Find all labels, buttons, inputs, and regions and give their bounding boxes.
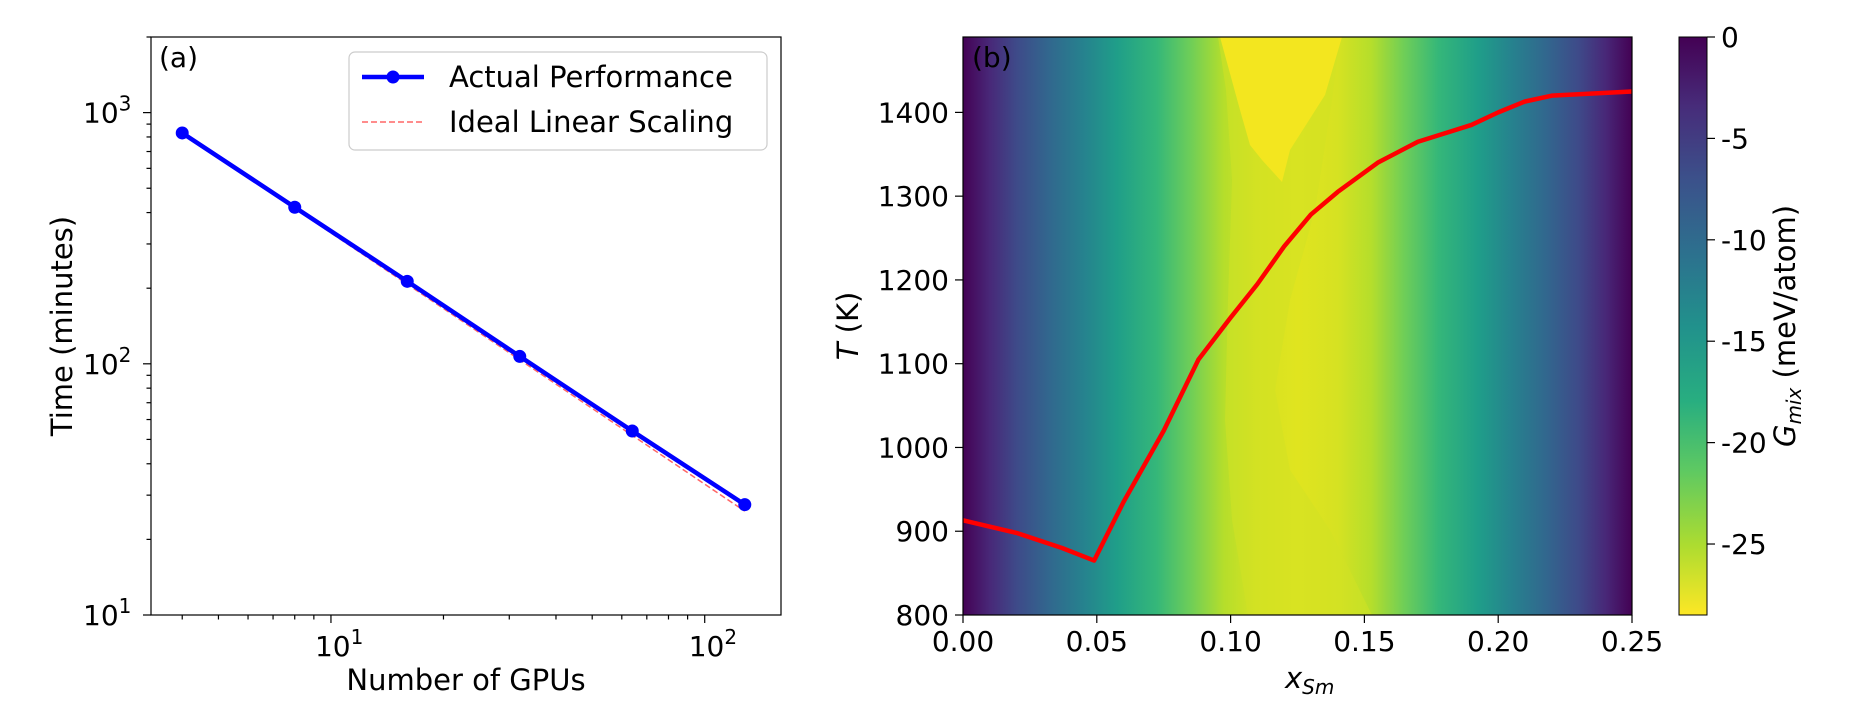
colorbar-label-main: G xyxy=(1768,425,1802,447)
contour-core-region xyxy=(1218,37,1372,615)
legend-label-ideal: Ideal Linear Scaling xyxy=(449,105,733,139)
colorbar-tick-label: -25 xyxy=(1721,528,1767,561)
actual-performance-point xyxy=(625,424,639,438)
legend-label-actual: Actual Performance xyxy=(449,60,733,94)
x-tick-label: 0.25 xyxy=(1601,625,1663,658)
x-tick-exp: 1 xyxy=(351,625,364,649)
colorbar: 0 -5 -10 -15 -20 -25 Gmix (meV/atom) xyxy=(1678,21,1806,616)
panel-b-label: (b) xyxy=(972,41,1012,74)
y-tick-label: 103 xyxy=(83,92,131,130)
phase-boundary-line xyxy=(963,89,1632,563)
y-tick-base: 10 xyxy=(83,599,119,632)
colorbar-tick-label: -5 xyxy=(1721,122,1749,155)
panel-b-x-axis-main: x xyxy=(1284,661,1303,695)
panel-b-x-ticks: 0.00 0.05 0.10 0.15 0.20 0.25 xyxy=(932,615,1663,658)
actual-performance-point xyxy=(175,126,189,140)
panel-a-series xyxy=(175,126,752,512)
y-tick-label: 101 xyxy=(83,594,131,632)
y-tick-label: 900 xyxy=(896,515,949,548)
y-tick-label: 1400 xyxy=(878,96,949,129)
y-tick-exp: 1 xyxy=(119,594,132,618)
panel-b: 0.00 0.05 0.10 0.15 0.20 0.25 800 900 1000 1100 1… xyxy=(831,21,1806,699)
colorbar-tick-label: -20 xyxy=(1721,427,1767,460)
colorbar-tick-label: -15 xyxy=(1721,325,1767,358)
x-tick-base: 10 xyxy=(689,630,725,663)
actual-performance-point xyxy=(513,349,527,363)
x-tick-label: 102 xyxy=(689,625,737,663)
y-tick-label: 800 xyxy=(896,599,949,632)
y-tick-label: 1200 xyxy=(878,264,949,297)
x-tick-label: 101 xyxy=(315,625,363,663)
series-actual-performance xyxy=(180,131,747,507)
colorbar-label-sub: mix xyxy=(1782,388,1806,425)
colorbar-label: Gmix (meV/atom) xyxy=(1768,205,1806,447)
y-tick-label: 102 xyxy=(83,343,131,381)
panel-a-y-axis-label: Time (minutes) xyxy=(45,216,79,437)
colorbar-tick-label: -10 xyxy=(1721,224,1767,257)
panel-b-y-axis-unit: (K) xyxy=(831,292,865,343)
colorbar-ticks: 0 -5 -10 -15 -20 -25 xyxy=(1707,21,1767,561)
panel-a-label: (a) xyxy=(159,41,198,74)
y-tick-label: 1100 xyxy=(878,348,949,381)
colorbar-tick-label: 0 xyxy=(1721,21,1739,54)
colorbar-gradient xyxy=(1678,36,1708,616)
x-tick-base: 10 xyxy=(315,630,351,663)
panel-a-x-ticks: 101 102 xyxy=(181,615,737,663)
panel-a-x-axis-label: Number of GPUs xyxy=(346,663,585,697)
actual-performance-point xyxy=(288,200,302,214)
legend-marker-actual xyxy=(386,70,400,84)
y-tick-label: 1000 xyxy=(878,431,949,464)
x-tick-label: 0.15 xyxy=(1333,625,1395,658)
legend: Actual Performance Ideal Linear Scaling xyxy=(348,51,768,151)
y-tick-base: 10 xyxy=(83,97,119,130)
actual-performance-point xyxy=(400,274,414,288)
x-tick-label: 0.05 xyxy=(1066,625,1128,658)
panel-b-y-ticks: 800 900 1000 1100 1200 1300 1400 xyxy=(878,96,963,632)
panel-b-y-axis-main: T xyxy=(831,340,865,360)
x-tick-label: 0.20 xyxy=(1467,625,1529,658)
panel-a-plot-frame xyxy=(150,36,782,616)
x-tick-label: 0.10 xyxy=(1199,625,1261,658)
x-tick-label: 0.00 xyxy=(932,625,994,658)
panel-b-x-axis-label: xSm xyxy=(1284,661,1334,699)
contour-field xyxy=(963,37,1632,615)
actual-performance-point xyxy=(738,498,752,512)
y-tick-exp: 3 xyxy=(119,92,132,116)
y-tick-exp: 2 xyxy=(119,343,132,367)
x-tick-exp: 2 xyxy=(724,625,737,649)
panel-b-plot-frame xyxy=(962,36,1633,616)
panel-b-y-axis-label: T (K) xyxy=(831,292,865,361)
contour-peak-region xyxy=(1220,37,1342,182)
panel-b-x-axis-sub: Sm xyxy=(1302,675,1334,699)
y-tick-label: 1300 xyxy=(878,180,949,213)
y-tick-base: 10 xyxy=(83,348,119,381)
legend-box xyxy=(348,51,768,151)
colorbar-label-unit: (meV/atom) xyxy=(1768,205,1802,388)
